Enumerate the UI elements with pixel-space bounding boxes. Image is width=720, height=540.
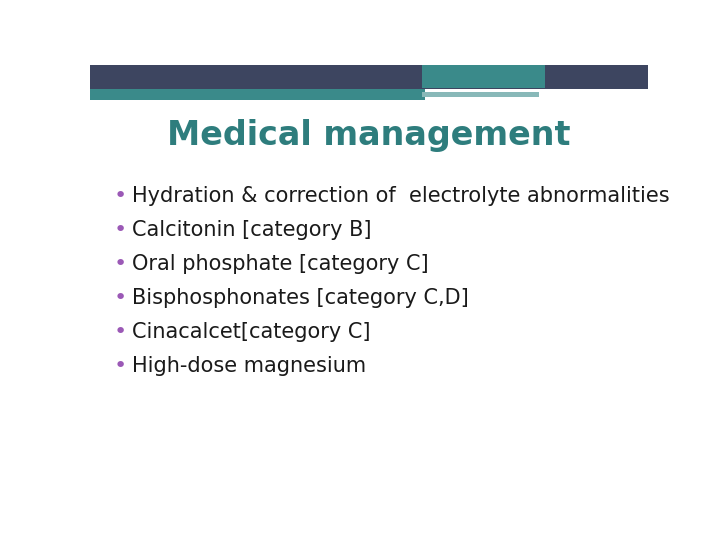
FancyBboxPatch shape <box>90 65 648 89</box>
FancyBboxPatch shape <box>422 65 545 87</box>
Text: Hydration & correction of  electrolyte abnormalities: Hydration & correction of electrolyte ab… <box>132 186 670 206</box>
Text: •: • <box>114 288 127 308</box>
Text: •: • <box>114 186 127 206</box>
FancyBboxPatch shape <box>422 92 539 97</box>
Text: Cinacalcet[category C]: Cinacalcet[category C] <box>132 322 370 342</box>
Text: Oral phosphate [category C]: Oral phosphate [category C] <box>132 254 428 274</box>
FancyBboxPatch shape <box>90 89 425 100</box>
Text: •: • <box>114 322 127 342</box>
Text: Calcitonin [category B]: Calcitonin [category B] <box>132 220 372 240</box>
Text: •: • <box>114 356 127 376</box>
Text: Bisphosphonates [category C,D]: Bisphosphonates [category C,D] <box>132 288 469 308</box>
Text: •: • <box>114 254 127 274</box>
Text: •: • <box>114 220 127 240</box>
FancyBboxPatch shape <box>545 65 648 87</box>
Text: High-dose magnesium: High-dose magnesium <box>132 356 366 376</box>
Text: Medical management: Medical management <box>167 119 571 152</box>
